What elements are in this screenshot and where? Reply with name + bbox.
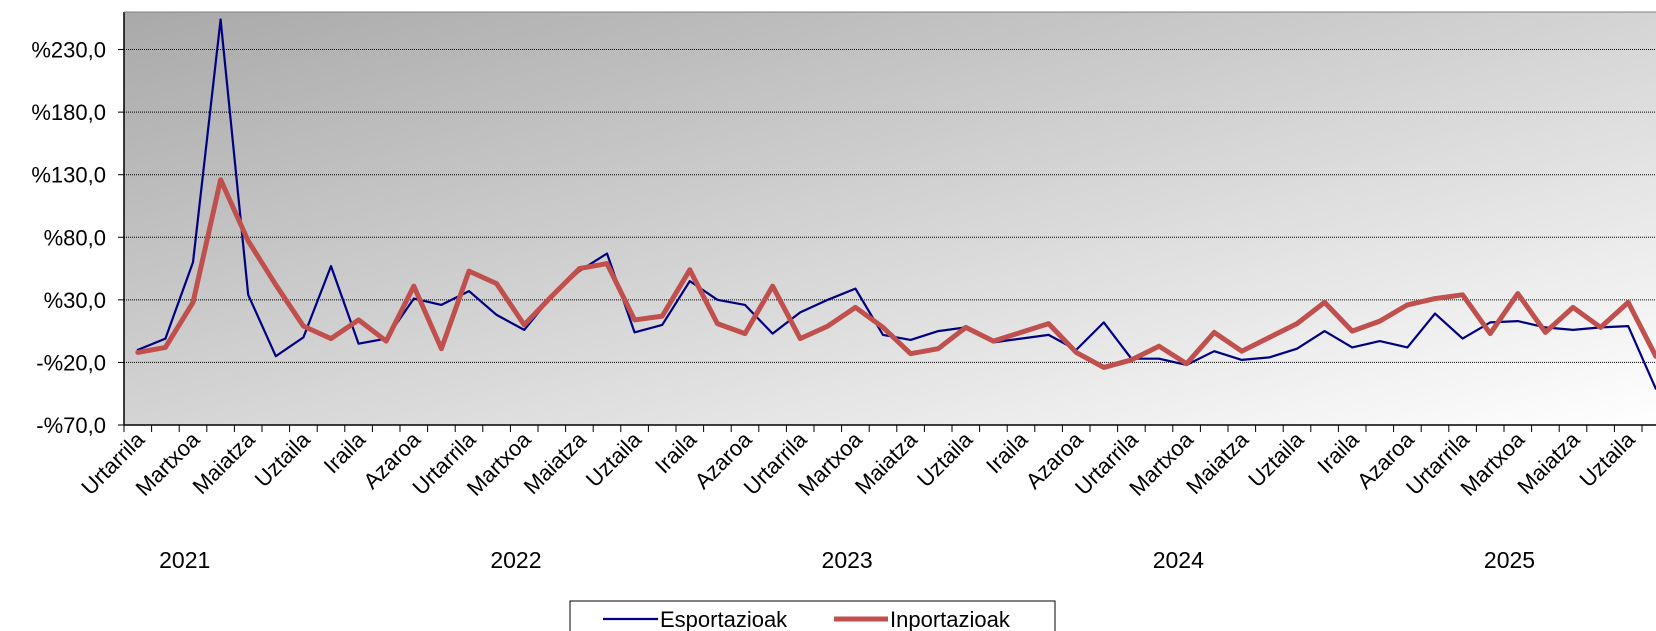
- y-tick-label: %80,0: [44, 225, 106, 250]
- x-tick-label: Maiatza: [519, 426, 592, 499]
- x-tick-label: Uztaila: [912, 426, 978, 492]
- x-tick-label: Uztaila: [250, 426, 316, 492]
- legend-box: [569, 600, 1056, 631]
- series-layer: [135, 18, 1656, 390]
- y-tick-label: %230,0: [31, 38, 106, 63]
- x-tick-label: Maiatza: [188, 426, 261, 499]
- series-line-inportazioak: [135, 177, 1656, 370]
- legend-label: Inportazioak: [890, 607, 1011, 631]
- x-tick-label: Maiatza: [850, 426, 923, 499]
- year-label: 2025: [1484, 547, 1535, 573]
- y-tick-labels: -%70,0 -%20,0 %30,0 %80,0 %130,0 %180,0 %230,0: [31, 38, 106, 438]
- x-tick-label: Maiatza: [1512, 426, 1585, 499]
- grid-lines: [118, 49, 1656, 426]
- x-tick-label: Uztaila: [581, 426, 647, 492]
- year-label: 2023: [822, 547, 873, 573]
- y-tick-label: %130,0: [31, 163, 106, 188]
- plot-area: [124, 12, 1656, 425]
- y-tick-label: -%70,0: [36, 413, 106, 438]
- axes: [123, 11, 1656, 432]
- legend-label: Esportazioak: [660, 607, 788, 631]
- year-label: 2021: [159, 547, 210, 573]
- year-label: 2024: [1153, 547, 1204, 573]
- x-tick-label: Uztaila: [1243, 426, 1309, 492]
- x-tick-label: Uztaila: [1575, 426, 1641, 492]
- x-tick-label: Maiatza: [1181, 426, 1254, 499]
- y-tick-label: %30,0: [44, 288, 106, 313]
- year-labels: 2021 2022 2023 2024 2025: [159, 547, 1535, 573]
- y-tick-label: %180,0: [31, 100, 106, 125]
- legend: Esportazioak Inportazioak: [569, 600, 1056, 631]
- year-label: 2022: [490, 547, 541, 573]
- y-tick-label: -%20,0: [36, 350, 106, 375]
